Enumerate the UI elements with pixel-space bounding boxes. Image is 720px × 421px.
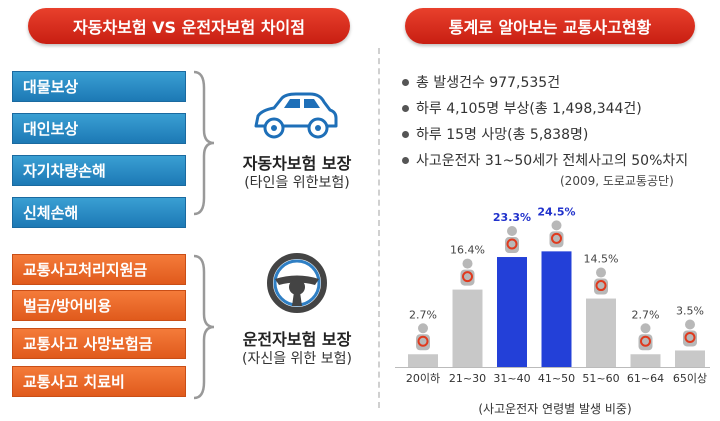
section-divider bbox=[378, 48, 380, 408]
x-tick-label: 65이상 bbox=[673, 372, 707, 385]
person-figure-icon bbox=[505, 226, 519, 254]
bar-value-label: 2.7% bbox=[409, 308, 437, 321]
age-bar-chart: 2.7% 20이하 16.4% 21~30 23.3% 31~40 24.5% 41~50 14… bbox=[395, 205, 710, 385]
stat-injured: 하루 4,105명 부상(총 1,498,344건) bbox=[402, 98, 642, 118]
auto-brace bbox=[193, 70, 215, 216]
bar-value-label: 23.3% bbox=[493, 211, 531, 224]
driver-item-fine-defense: 벌금/방어비용 bbox=[12, 290, 186, 321]
person-figure-icon bbox=[460, 258, 475, 286]
stat-age-share-text: 사고운전자 31~50세가 전체사고의 50%차지 bbox=[416, 153, 689, 169]
chart-caption: (사고운전자 연령별 발생 비중) bbox=[478, 402, 632, 416]
stat-deaths-text: 하루 15명 사망(총 5,838명) bbox=[416, 127, 589, 143]
bullet-icon bbox=[402, 156, 409, 164]
bullet-icon bbox=[402, 104, 409, 112]
auto-coverage-subtitle: (타인을 위한보험) bbox=[244, 175, 350, 191]
stat-deaths: 하루 15명 사망(총 5,838명) bbox=[402, 124, 588, 144]
left-header: 자동차보험 VS 운전자보험 차이점 bbox=[28, 8, 350, 44]
bullet-icon bbox=[402, 130, 409, 138]
stat-source: (2009, 도로교통공단) bbox=[560, 174, 674, 188]
auto-item-property: 대물보상 bbox=[12, 71, 186, 102]
stat-age-share: 사고운전자 31~50세가 전체사고의 50%차지 bbox=[402, 150, 688, 170]
stat-total: 총 발생건수 977,535건 bbox=[402, 72, 560, 92]
bar-value-label: 2.7% bbox=[632, 308, 660, 321]
driver-brace bbox=[193, 254, 215, 400]
steering-wheel-icon bbox=[267, 253, 327, 313]
driver-item-death-benefit: 교통사고 사망보험금 bbox=[12, 328, 186, 359]
driver-coverage-subtitle: (자신을 위한 보험) bbox=[242, 351, 352, 367]
person-figure-icon bbox=[594, 267, 608, 295]
bar-20이하 bbox=[408, 354, 438, 367]
person-figure-icon bbox=[683, 319, 697, 347]
x-tick-label: 61~64 bbox=[627, 372, 664, 385]
auto-item-own-vehicle: 자기차량손해 bbox=[12, 155, 186, 186]
driver-coverage-title: 운전자보험 보장 bbox=[242, 330, 352, 349]
bullet-icon bbox=[402, 78, 409, 86]
driver-item-medical: 교통사고 치료비 bbox=[12, 366, 186, 397]
bar-21~30 bbox=[452, 289, 483, 367]
bar-51~60 bbox=[586, 298, 616, 367]
stat-injured-text: 하루 4,105명 부상(총 1,498,344건) bbox=[416, 101, 642, 117]
x-tick-label: 51~60 bbox=[582, 372, 619, 385]
bar-value-label: 14.5% bbox=[584, 253, 619, 266]
person-figure-icon bbox=[549, 220, 564, 248]
x-tick-label: 20이하 bbox=[406, 371, 440, 385]
person-figure-icon bbox=[416, 323, 430, 351]
right-header: 통계로 알아보는 교통사고현황 bbox=[405, 8, 695, 44]
bar-61~64 bbox=[630, 354, 661, 367]
stat-total-text: 총 발생건수 977,535건 bbox=[416, 75, 561, 91]
x-tick-label: 21~30 bbox=[449, 372, 486, 385]
auto-item-bodily: 대인보상 bbox=[12, 113, 186, 144]
bar-value-label: 24.5% bbox=[537, 205, 575, 218]
driver-item-settlement: 교통사고처리지원금 bbox=[12, 254, 186, 285]
bar-41~50 bbox=[541, 251, 572, 367]
bar-value-label: 16.4% bbox=[450, 244, 485, 257]
auto-item-personal-injury: 신체손해 bbox=[12, 197, 186, 228]
car-icon bbox=[254, 92, 338, 139]
person-figure-icon bbox=[638, 323, 653, 351]
x-tick-label: 41~50 bbox=[538, 372, 575, 385]
bar-value-label: 3.5% bbox=[676, 304, 704, 317]
bar-65이상 bbox=[675, 350, 705, 367]
bar-31~40 bbox=[497, 257, 527, 367]
x-tick-label: 31~40 bbox=[493, 372, 530, 385]
auto-coverage-title: 자동차보험 보장 bbox=[242, 154, 352, 173]
